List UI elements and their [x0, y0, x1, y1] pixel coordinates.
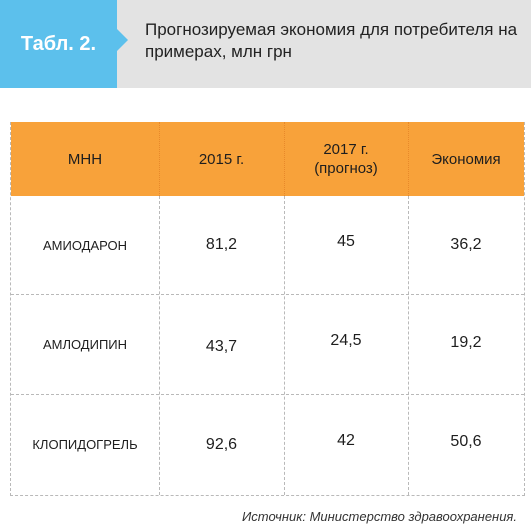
table-row-2-2015: 43,7 [205, 338, 238, 355]
row-divider [11, 294, 524, 295]
table-title: Прогнозируемая экономия для потребителя … [145, 20, 518, 61]
table-row-2-name: АМЛОДИПИН [42, 336, 128, 352]
table-header-row [11, 122, 524, 196]
table-row-3-name: КЛОПИДОГРЕЛЬ [32, 437, 138, 452]
header-divider [284, 122, 285, 196]
header-divider [159, 122, 160, 196]
table-row-1-saving: 36,2 [450, 236, 482, 253]
column-header-2015: 2015 г. [198, 150, 245, 168]
column-header-2017-forecast: (прогноз) [314, 160, 378, 177]
column-divider [284, 196, 285, 495]
table-row-3-2017: 42 [337, 432, 355, 449]
table-number-label: Табл. 2. [20, 32, 97, 55]
column-header-saving: Экономия [431, 150, 501, 168]
table-row-1-2017: 45 [337, 233, 355, 250]
table-number-tag: Табл. 2. [0, 0, 117, 88]
column-header-2017-year: 2017 г. [323, 141, 369, 158]
table-row-2-2017: 24,5 [330, 332, 362, 349]
table-row-1-2015: 81,2 [205, 236, 238, 253]
source-note: Источник: Министерство здравоохранения. [241, 509, 517, 524]
column-header-inn: МНН [67, 150, 103, 168]
header-divider [408, 122, 409, 196]
table-row-3-saving: 50,6 [450, 433, 482, 450]
column-header-2017: 2017 г. (прогноз) [284, 122, 408, 196]
table-row-3-2015: 92,6 [205, 436, 238, 453]
row-divider [11, 394, 524, 395]
table-row-2-saving: 19,2 [450, 334, 482, 351]
column-divider [408, 196, 409, 495]
savings-table: МНН 2015 г. 2017 г. (прогноз) Экономия А… [10, 122, 525, 496]
tag-arrow-pointer [117, 29, 128, 51]
table-row-1-name: АМИОДАРОН [42, 237, 128, 253]
column-divider [159, 196, 160, 495]
